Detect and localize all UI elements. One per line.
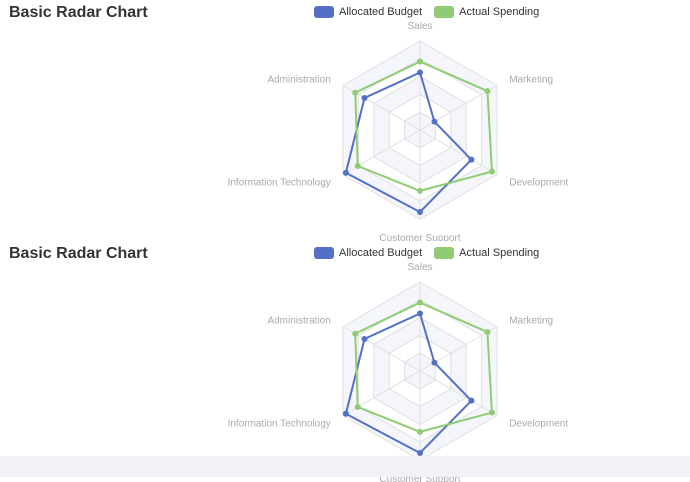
radar-chart-panel-2: Sales Marketing Development Customer Suppor… bbox=[0, 241, 690, 482]
radar-chart-panel-1: Sales Marketing Development Customer Suppor… bbox=[9, 4, 569, 241]
radar-axis-line bbox=[419, 370, 498, 416]
series-point-allocated-budget-information-technology[interactable] bbox=[342, 169, 349, 176]
legend-item-actual-spending[interactable]: Actual Spending bbox=[434, 247, 539, 259]
chart-title: Basic Radar Chart bbox=[9, 4, 148, 21]
series-point-actual-spending-development[interactable] bbox=[488, 168, 495, 175]
series-point-actual-spending-administration[interactable] bbox=[352, 330, 359, 337]
legend-item-actual-spending[interactable]: Actual Spending bbox=[434, 6, 539, 18]
series-point-allocated-budget-development[interactable] bbox=[468, 397, 475, 404]
radar-chart-1: Sales Marketing Development Customer Suppor… bbox=[228, 21, 569, 241]
series-point-allocated-budget-administration[interactable] bbox=[361, 335, 368, 342]
legend-swatch-allocated-budget bbox=[314, 6, 334, 18]
series-point-actual-spending-customer-support[interactable] bbox=[417, 187, 423, 194]
legend-swatch-allocated-budget bbox=[314, 247, 334, 259]
series-point-allocated-budget-sales[interactable] bbox=[417, 69, 423, 76]
series-point-actual-spending-information-technology[interactable] bbox=[354, 162, 361, 169]
legend-label-allocated-budget: Allocated Budget bbox=[339, 6, 423, 18]
legend-swatch-actual-spending bbox=[434, 6, 455, 18]
series-point-actual-spending-customer-support[interactable] bbox=[417, 428, 423, 435]
indicator-label-development: Development bbox=[509, 419, 568, 430]
indicator-label-sales: Sales bbox=[407, 262, 432, 273]
series-point-actual-spending-administration[interactable] bbox=[352, 89, 359, 96]
series-point-allocated-budget-development[interactable] bbox=[468, 156, 475, 163]
legend-item-allocated-budget[interactable]: Allocated Budget bbox=[314, 247, 422, 259]
page-bottom-bar bbox=[0, 456, 690, 477]
series-point-actual-spending-marketing[interactable] bbox=[484, 88, 491, 95]
indicator-label-administration: Administration bbox=[267, 316, 330, 327]
series-point-allocated-budget-marketing[interactable] bbox=[431, 359, 438, 366]
chart-legend: Allocated Budget Actual Spending bbox=[314, 6, 539, 18]
series-point-allocated-budget-customer-support[interactable] bbox=[417, 208, 423, 215]
legend-swatch-actual-spending bbox=[434, 247, 455, 259]
series-point-allocated-budget-information-technology[interactable] bbox=[342, 410, 349, 417]
series-point-actual-spending-development[interactable] bbox=[488, 409, 495, 416]
series-point-allocated-budget-sales[interactable] bbox=[417, 310, 423, 317]
series-point-allocated-budget-administration[interactable] bbox=[361, 94, 368, 101]
series-point-allocated-budget-marketing[interactable] bbox=[431, 118, 438, 125]
legend-label-actual-spending: Actual Spending bbox=[459, 247, 540, 259]
series-point-allocated-budget-customer-support[interactable] bbox=[417, 449, 423, 456]
indicator-label-sales: Sales bbox=[407, 21, 432, 32]
radar-axis-line bbox=[419, 129, 498, 175]
series-point-actual-spending-sales[interactable] bbox=[417, 299, 423, 306]
indicator-label-administration: Administration bbox=[267, 75, 330, 86]
legend-item-allocated-budget[interactable]: Allocated Budget bbox=[314, 6, 422, 18]
indicator-label-marketing: Marketing bbox=[509, 75, 553, 86]
indicator-label-information-technology: Information Technology bbox=[228, 178, 331, 189]
indicator-label-marketing: Marketing bbox=[509, 316, 553, 327]
indicator-label-information-technology: Information Technology bbox=[228, 419, 331, 430]
series-point-actual-spending-sales[interactable] bbox=[417, 58, 423, 65]
chart-title: Basic Radar Chart bbox=[9, 245, 148, 262]
indicator-label-customer-support: Customer Support bbox=[379, 233, 460, 241]
chart-legend: Allocated Budget Actual Spending bbox=[314, 247, 539, 259]
legend-label-allocated-budget: Allocated Budget bbox=[339, 247, 423, 259]
legend-label-actual-spending: Actual Spending bbox=[459, 6, 540, 18]
series-point-actual-spending-information-technology[interactable] bbox=[354, 403, 361, 410]
series-point-actual-spending-marketing[interactable] bbox=[484, 329, 491, 336]
indicator-label-development: Development bbox=[509, 178, 568, 189]
